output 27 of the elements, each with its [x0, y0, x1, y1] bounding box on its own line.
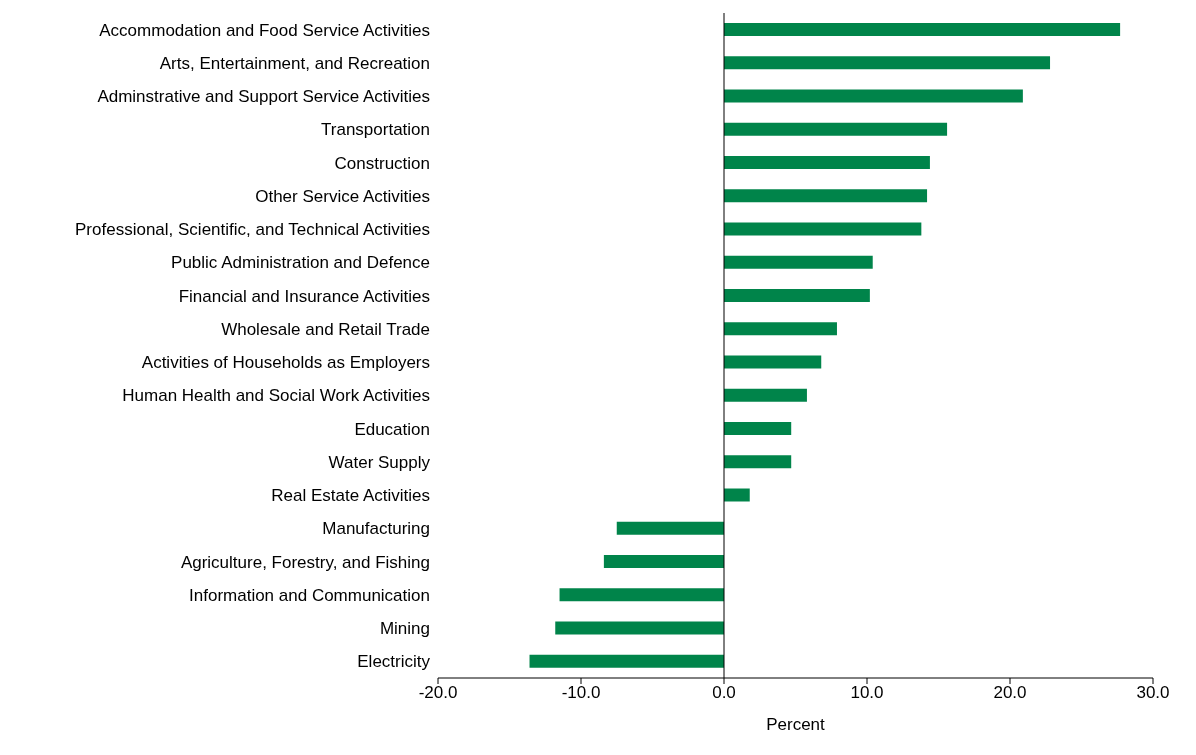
y-tick-label: Professional, Scientific, and Technical Activities: [75, 220, 430, 240]
y-tick-label: Transportation: [321, 120, 430, 140]
y-tick-label: Financial and Insurance Activities: [178, 286, 430, 306]
y-tick-label: Arts, Entertainment, and Recreation: [159, 53, 430, 73]
y-tick-label: Education: [354, 419, 430, 439]
y-tick-label: Public Administration and Defence: [171, 253, 430, 273]
y-tick-label: Water Supply: [328, 452, 431, 472]
y-tick-label: Manufacturing: [322, 519, 430, 539]
x-axis-title: Percent: [766, 715, 826, 734]
y-tick-label: Electricity: [357, 652, 431, 672]
x-tick-label: 30.0: [1136, 683, 1170, 703]
y-tick-label: Construction: [334, 153, 430, 173]
y-tick-label: Real Estate Activities: [271, 486, 430, 506]
x-tick-label: -10.0: [561, 683, 601, 703]
y-tick-label: Information and Communication: [189, 585, 430, 605]
y-tick-label: Human Health and Social Work Activities: [122, 386, 430, 406]
y-tick-label: Other Service Activities: [255, 186, 430, 206]
x-tick-label: 10.0: [850, 683, 884, 703]
x-tick-label: 0.0: [712, 683, 736, 703]
y-tick-label: Activities of Households as Employers: [141, 353, 430, 373]
y-tick-label: Mining: [379, 619, 430, 639]
y-tick-label: Accommodation and Food Service Activities: [99, 20, 430, 40]
y-tick-label: Wholesale and Retail Trade: [221, 319, 430, 339]
x-tick-label: 20.0: [993, 683, 1027, 703]
x-tick-label: -20.0: [418, 683, 458, 703]
y-tick-label: Agriculture, Forestry, and Fishing: [180, 552, 430, 572]
y-tick-label: Adminstrative and Support Service Activities: [97, 87, 430, 107]
